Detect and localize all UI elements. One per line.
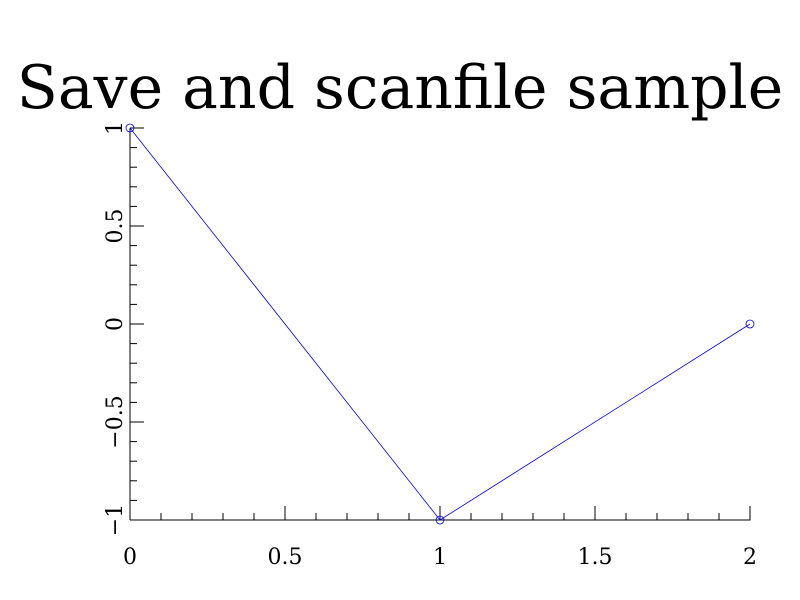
y-tick-label: −1 — [103, 504, 128, 536]
chart-title: Save and scanfile sample — [17, 53, 783, 123]
series-line — [129, 127, 751, 521]
y-tick-label: 1 — [103, 121, 128, 135]
data-point — [435, 515, 445, 525]
series-layer — [125, 123, 755, 525]
x-tick-label: 0.5 — [268, 545, 303, 570]
x-tick-label: 1.5 — [578, 545, 613, 570]
x-tick-label: 1 — [433, 545, 447, 570]
y-tick-label: 0 — [103, 317, 128, 331]
y-tick-label: −0.5 — [103, 395, 128, 448]
x-tick-label: 0 — [123, 545, 137, 570]
x-tick-label: 2 — [743, 545, 757, 570]
data-point — [745, 319, 755, 329]
y-tick-label: 0.5 — [103, 209, 128, 244]
axes: 0 0.5 1 1.5 2 −1 −0.5 0 0.5 1 — [103, 121, 757, 570]
data-point — [125, 123, 135, 133]
